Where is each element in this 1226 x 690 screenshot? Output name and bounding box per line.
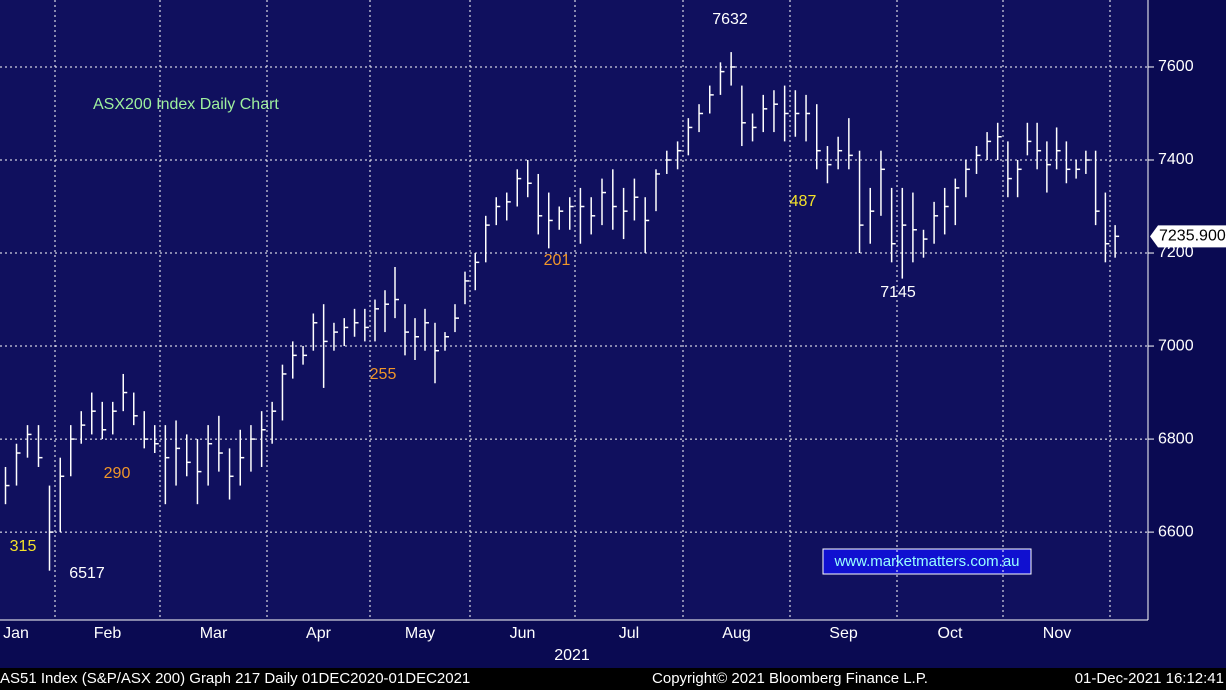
annotation: 487 bbox=[790, 193, 817, 210]
x-tick-label: Aug bbox=[722, 625, 750, 642]
last-price-box bbox=[1150, 225, 1226, 248]
annotation: 7145 bbox=[880, 284, 916, 301]
x-tick-label: Nov bbox=[1043, 625, 1071, 642]
footer-bar bbox=[0, 668, 1226, 690]
y-tick-label: 7600 bbox=[1158, 58, 1194, 75]
footer-center: Copyright© 2021 Bloomberg Finance L.P. bbox=[652, 670, 928, 687]
annotation: 290 bbox=[104, 465, 131, 482]
x-tick-label: May bbox=[405, 625, 435, 642]
y-tick-label: 7400 bbox=[1158, 151, 1194, 168]
watermark: www.marketmatters.com.au bbox=[833, 553, 1019, 570]
y-tick-label: 7000 bbox=[1158, 337, 1194, 354]
x-tick-label: Apr bbox=[306, 625, 332, 642]
annotation: 315 bbox=[10, 538, 37, 555]
y-tick-label: 7200 bbox=[1158, 244, 1194, 261]
x-tick-label: Jan bbox=[3, 625, 29, 642]
watermark-box bbox=[822, 548, 1032, 575]
annotation: 6517 bbox=[69, 565, 105, 582]
footer-left: AS51 Index (S&P/ASX 200) Graph 217 Daily… bbox=[0, 670, 470, 687]
annotation: 7632 bbox=[712, 11, 748, 28]
annotation: 255 bbox=[370, 366, 397, 383]
x-tick-label: Jun bbox=[510, 625, 536, 642]
y-tick-label: 6600 bbox=[1158, 523, 1194, 540]
plot-area bbox=[0, 0, 1148, 620]
footer-right: 01-Dec-2021 16:12:41 bbox=[1075, 670, 1224, 687]
chart-title: ASX200 Index Daily Chart bbox=[93, 96, 279, 113]
x-tick-label: Oct bbox=[938, 625, 963, 642]
y-tick-label: 6800 bbox=[1158, 430, 1194, 447]
annotation: 201 bbox=[544, 252, 571, 269]
x-tick-label: Sep bbox=[829, 625, 858, 642]
last-price-label: 7235.900 bbox=[1159, 228, 1226, 245]
x-axis-label: 2021 bbox=[554, 647, 590, 664]
x-tick-label: Feb bbox=[94, 625, 122, 642]
x-tick-label: Jul bbox=[619, 625, 639, 642]
x-tick-label: Mar bbox=[200, 625, 228, 642]
